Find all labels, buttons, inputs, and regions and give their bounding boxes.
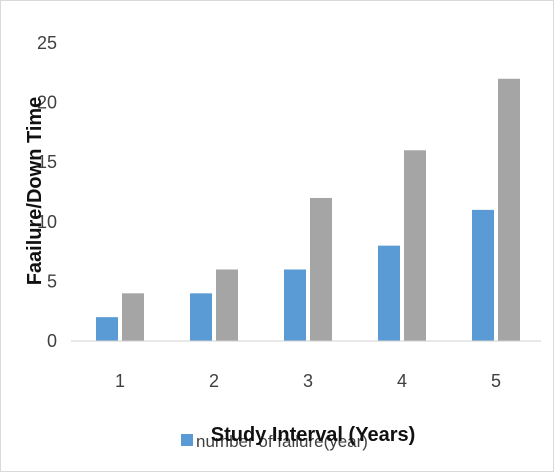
bar-series1-3 <box>284 269 306 341</box>
legend-swatch <box>181 434 193 446</box>
bar-series2-4 <box>404 150 426 341</box>
bar-series1-5 <box>472 209 494 341</box>
bar-series2-5 <box>498 78 520 341</box>
bar-series2-3 <box>310 197 332 341</box>
x-tick-label: 4 <box>397 371 407 391</box>
y-tick-label: 15 <box>37 152 57 172</box>
x-tick-label: 2 <box>209 371 219 391</box>
legend-label: number of failure(year) <box>196 432 368 451</box>
x-axis-title: Study Interval (Years) <box>211 424 416 446</box>
bar-series1-4 <box>378 245 400 341</box>
y-tick-label: 5 <box>47 271 57 291</box>
x-tick-label: 3 <box>303 371 313 391</box>
y-tick-label: 20 <box>37 93 57 113</box>
x-tick-label: 5 <box>491 371 501 391</box>
bar-series2-1 <box>122 293 144 341</box>
bar-series2-2 <box>216 269 238 341</box>
y-axis-title: Faailure/Down Time <box>24 97 46 286</box>
y-tick-label: 0 <box>47 331 57 351</box>
x-tick-labels: 1 2 3 4 5 <box>115 371 501 391</box>
y-tick-label: 25 <box>37 33 57 53</box>
bar-series1-1 <box>96 317 118 341</box>
x-tick-label: 1 <box>115 371 125 391</box>
bars-group <box>96 78 520 341</box>
bar-series1-2 <box>190 293 212 341</box>
y-tick-label: 10 <box>37 212 57 232</box>
y-tick-labels: 0 5 10 15 20 25 <box>37 33 57 351</box>
